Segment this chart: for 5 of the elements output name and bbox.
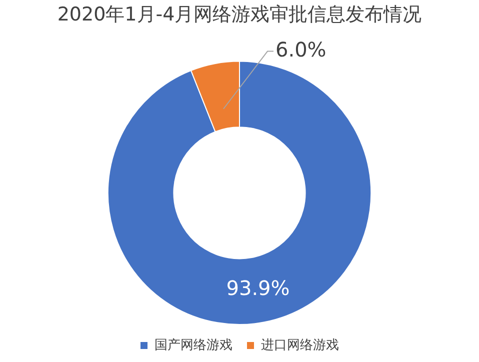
data-label: 6.0% (276, 38, 326, 62)
legend-label: 国产网络游戏 (154, 338, 232, 353)
data-label: 93.9% (226, 276, 290, 300)
chart-title: 2020年1月-4月网络游戏审批信息发布情况 (57, 3, 422, 26)
legend-label: 进口网络游戏 (261, 338, 339, 353)
